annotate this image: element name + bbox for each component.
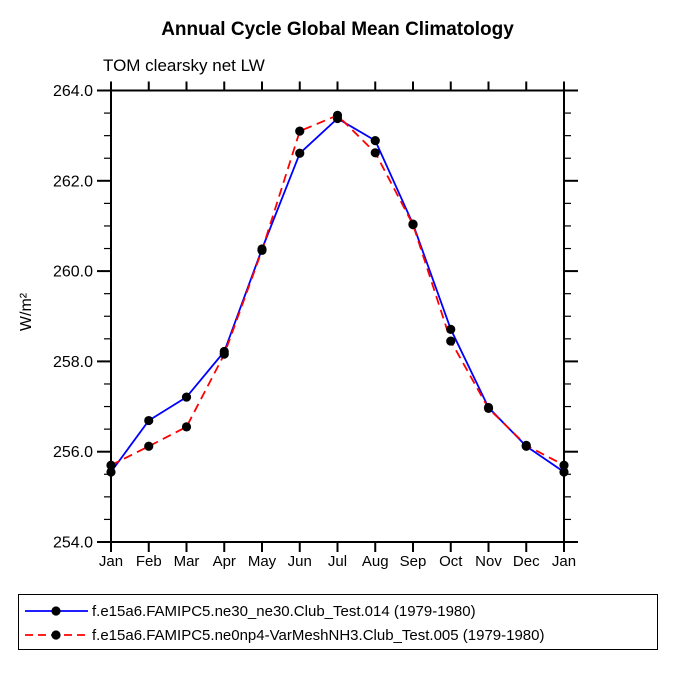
data-point-dot [483, 403, 494, 413]
y-tick-label: 256.0 [53, 444, 93, 461]
y-tick-label: 262.0 [53, 173, 93, 190]
legend-label-series-1: f.e15a6.FAMIPC5.ne30_ne30.Club_Test.014 … [92, 602, 476, 620]
series-line-2 [110, 114, 565, 467]
x-tick-label: Jun [288, 553, 312, 570]
legend-marker-dot-icon [51, 606, 61, 616]
data-point-dot [144, 441, 154, 451]
x-tick-label: Nov [475, 553, 502, 570]
data-point-dot [370, 136, 380, 146]
chart-canvas: 254.0 256.0 258.0 260.0 262.0 264.0 Jan Feb Mar A… [53, 81, 578, 570]
data-point-dot [408, 219, 418, 230]
chart-title: Annual Cycle Global Mean Climatology [161, 19, 514, 40]
legend-label-series-2: f.e15a6.FAMIPC5.ne0np4-VarMeshNH3.Club_T… [92, 626, 545, 644]
legend: f.e15a6.FAMIPC5.ne30_ne30.Club_Test.014 … [18, 594, 658, 650]
data-point-dot [181, 392, 192, 402]
data-point-dot [106, 460, 116, 470]
chart-subtitle: TOM clearsky net LW [103, 56, 265, 75]
data-point-dot [181, 422, 192, 432]
x-tick-label: Dec [513, 553, 540, 570]
data-point-dot [446, 324, 456, 334]
data-point-dot [446, 336, 456, 346]
plot-frame [110, 89, 565, 543]
legend-sample-dashed-line [25, 630, 88, 640]
data-point-dot [257, 245, 267, 255]
legend-row-series-1: f.e15a6.FAMIPC5.ne30_ne30.Club_Test.014 … [19, 599, 657, 623]
x-tick-label: Feb [136, 553, 162, 570]
data-point-dot [144, 415, 154, 426]
y-tick-label: 254.0 [53, 535, 93, 552]
x-tick-label: Jan [99, 553, 123, 570]
series-line-1 [110, 117, 565, 473]
x-tick-label: May [248, 553, 277, 570]
data-point-dot [295, 126, 305, 136]
x-tick-label: Jul [328, 553, 347, 570]
data-point-dot [106, 467, 116, 477]
data-point-dot [332, 110, 343, 120]
x-tick-label: Mar [174, 553, 200, 570]
x-tick-label: Sep [400, 553, 427, 570]
y-axis-title: W/m² [18, 292, 35, 332]
data-point-dot [559, 460, 569, 470]
x-tick-label: Oct [439, 553, 463, 570]
x-tick-label: Aug [362, 553, 389, 570]
data-point-dot [295, 148, 305, 158]
legend-marker-dot-icon [51, 630, 61, 640]
x-tick-label: Apr [213, 553, 236, 570]
y-tick-label: 264.0 [53, 83, 93, 100]
y-tick-label: 258.0 [53, 354, 93, 371]
legend-row-series-2: f.e15a6.FAMIPC5.ne0np4-VarMeshNH3.Club_T… [19, 623, 657, 647]
legend-sample-solid-line [25, 606, 88, 616]
x-tick-label: Jan [552, 553, 576, 570]
y-tick-label: 260.0 [53, 264, 93, 281]
data-point-dot [219, 349, 229, 359]
data-point-dot [521, 440, 531, 450]
data-point-dot [559, 467, 569, 477]
data-point-dot [370, 148, 380, 158]
